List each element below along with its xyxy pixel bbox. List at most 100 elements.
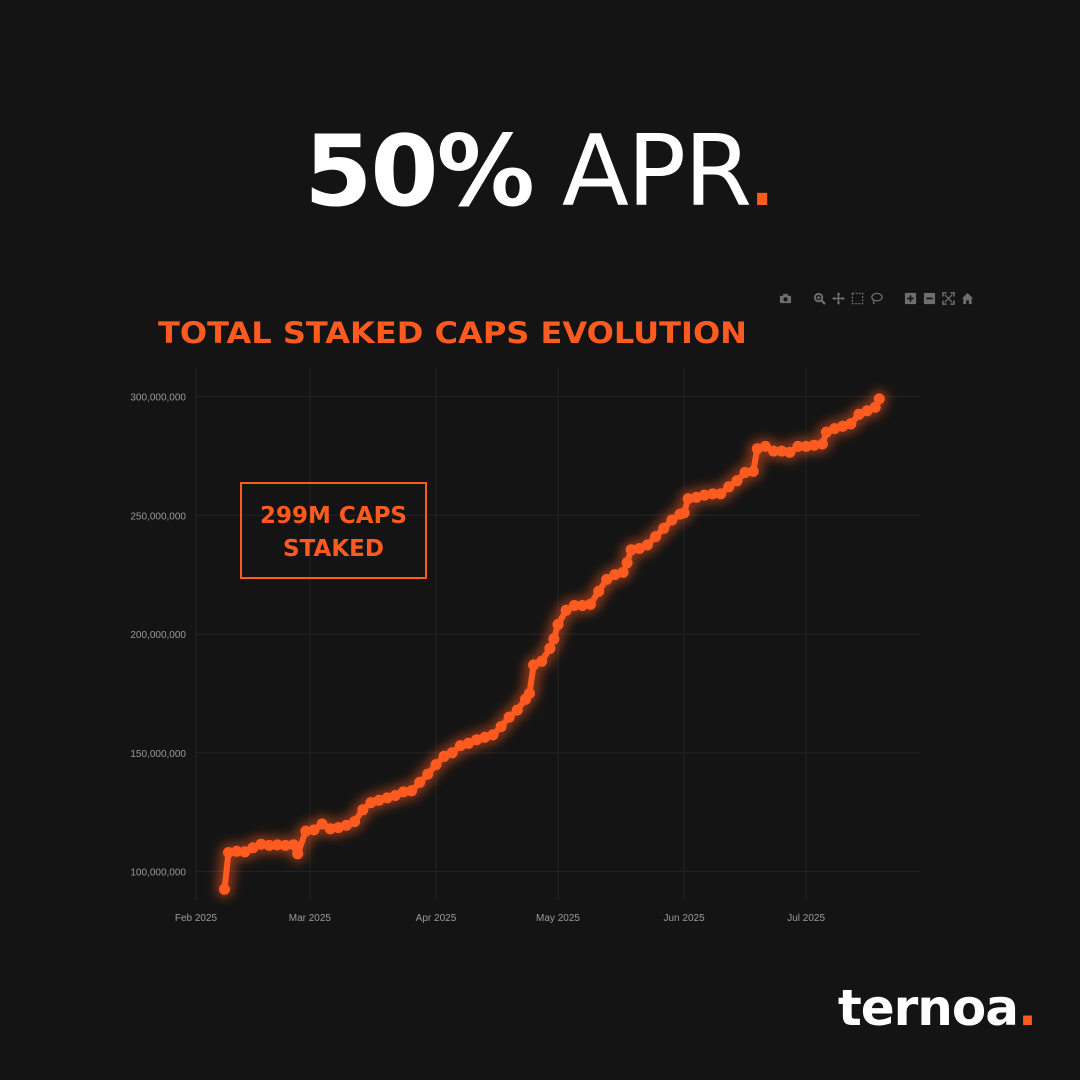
x-tick-label: Apr 2025 bbox=[416, 913, 457, 924]
data-point[interactable] bbox=[552, 619, 564, 630]
x-tick-label: Feb 2025 bbox=[175, 913, 218, 924]
data-point[interactable] bbox=[560, 604, 572, 616]
data-point[interactable] bbox=[768, 445, 780, 457]
data-point[interactable] bbox=[869, 401, 881, 413]
data-point[interactable] bbox=[430, 759, 442, 771]
data-point[interactable] bbox=[666, 514, 678, 526]
headline-label: APR bbox=[532, 115, 749, 229]
data-point[interactable] bbox=[873, 393, 885, 405]
y-tick-label: 200,000,000 bbox=[130, 630, 186, 641]
pan-icon[interactable] bbox=[831, 291, 845, 305]
data-point[interactable] bbox=[808, 439, 820, 451]
data-point[interactable] bbox=[463, 737, 474, 749]
ternoa-logo: ternoa. bbox=[837, 978, 1037, 1038]
x-tick-label: Jul 2025 bbox=[787, 913, 825, 924]
autoscale-icon[interactable] bbox=[941, 291, 955, 305]
y-tick-label: 150,000,000 bbox=[130, 749, 186, 760]
data-point[interactable] bbox=[406, 785, 418, 797]
data-point[interactable] bbox=[617, 566, 629, 578]
data-point[interactable] bbox=[715, 488, 727, 500]
data-point[interactable] bbox=[223, 847, 234, 858]
data-point[interactable] bbox=[292, 848, 304, 860]
data-point[interactable] bbox=[247, 842, 259, 854]
data-point[interactable] bbox=[682, 493, 694, 505]
data-point[interactable] bbox=[784, 446, 796, 458]
data-point[interactable] bbox=[633, 543, 645, 554]
data-point[interactable] bbox=[219, 883, 230, 895]
data-point[interactable] bbox=[747, 465, 759, 477]
data-point[interactable] bbox=[731, 475, 743, 487]
data-point[interactable] bbox=[658, 522, 670, 534]
data-point[interactable] bbox=[593, 585, 605, 597]
reset-axes-icon[interactable] bbox=[960, 291, 974, 305]
data-point[interactable] bbox=[414, 776, 426, 788]
data-point[interactable] bbox=[349, 816, 361, 828]
x-tick-label: May 2025 bbox=[536, 913, 580, 924]
data-point[interactable] bbox=[642, 539, 653, 551]
data-point[interactable] bbox=[231, 845, 243, 857]
x-axis-ticks: Feb 2025 Mar 2025 Apr 2025 May 2025 Jun 2025… bbox=[175, 913, 826, 924]
zoom-icon[interactable] bbox=[812, 291, 826, 305]
data-point[interactable] bbox=[271, 839, 283, 851]
data-point[interactable] bbox=[845, 418, 857, 430]
data-point[interactable] bbox=[324, 823, 336, 835]
y-tick-label: 100,000,000 bbox=[130, 868, 186, 879]
headline: 50% APR. bbox=[0, 112, 1080, 232]
data-point[interactable] bbox=[308, 824, 320, 836]
x-tick-label: Mar 2025 bbox=[289, 913, 332, 924]
data-point[interactable] bbox=[524, 687, 535, 699]
lasso-select-icon[interactable] bbox=[869, 291, 883, 305]
y-tick-label: 250,000,000 bbox=[130, 511, 186, 522]
logo-dot: . bbox=[1018, 979, 1037, 1037]
data-point[interactable] bbox=[723, 481, 735, 493]
data-point[interactable] bbox=[861, 405, 873, 417]
data-point[interactable] bbox=[446, 747, 458, 759]
headline-dot: . bbox=[746, 115, 778, 229]
data-point[interactable] bbox=[568, 600, 580, 611]
data-point[interactable] bbox=[820, 426, 832, 438]
data-point[interactable] bbox=[678, 507, 690, 519]
chart-modebar bbox=[778, 290, 974, 306]
annotation-line-2: STAKED bbox=[283, 536, 384, 562]
x-tick-label: Jun 2025 bbox=[664, 913, 706, 924]
data-point[interactable] bbox=[536, 655, 548, 667]
data-point[interactable] bbox=[548, 633, 560, 645]
data-point[interactable] bbox=[495, 721, 507, 733]
data-point[interactable] bbox=[511, 704, 523, 716]
data-point[interactable] bbox=[816, 438, 828, 450]
data-point[interactable] bbox=[357, 804, 369, 816]
camera-icon[interactable] bbox=[778, 291, 792, 305]
data-point[interactable] bbox=[776, 445, 788, 457]
logo-text: ternoa bbox=[837, 979, 1019, 1037]
data-point[interactable] bbox=[601, 573, 613, 585]
data-point[interactable] bbox=[263, 839, 275, 851]
y-tick-label: 300,000,000 bbox=[130, 393, 186, 404]
chart-title: TOTAL STAKED CAPS EVOLUTION bbox=[158, 316, 747, 350]
data-point[interactable] bbox=[544, 642, 556, 654]
data-point[interactable] bbox=[316, 818, 328, 830]
data-point[interactable] bbox=[625, 544, 637, 556]
data-point[interactable] bbox=[487, 729, 499, 741]
data-point[interactable] bbox=[650, 531, 662, 543]
box-select-icon[interactable] bbox=[850, 291, 864, 305]
data-point[interactable] bbox=[280, 839, 291, 851]
data-point[interactable] bbox=[800, 440, 812, 452]
zoom-in-icon[interactable] bbox=[903, 291, 917, 305]
data-point[interactable] bbox=[707, 488, 719, 500]
data-point[interactable] bbox=[759, 440, 771, 452]
data-point[interactable] bbox=[585, 598, 596, 610]
data-point[interactable] bbox=[300, 825, 312, 837]
data-point[interactable] bbox=[739, 467, 751, 478]
data-point[interactable] bbox=[255, 838, 267, 850]
data-point[interactable] bbox=[792, 440, 804, 452]
data-point[interactable] bbox=[576, 600, 588, 611]
y-axis-ticks: 100,000,000 150,000,000 200,000,000 250,000… bbox=[130, 393, 186, 879]
zoom-out-icon[interactable] bbox=[922, 291, 936, 305]
data-point[interactable] bbox=[621, 557, 633, 569]
data-point[interactable] bbox=[397, 786, 409, 798]
data-point[interactable] bbox=[288, 839, 300, 851]
data-point[interactable] bbox=[698, 489, 710, 501]
data-point[interactable] bbox=[422, 768, 434, 780]
data-point[interactable] bbox=[503, 711, 515, 723]
